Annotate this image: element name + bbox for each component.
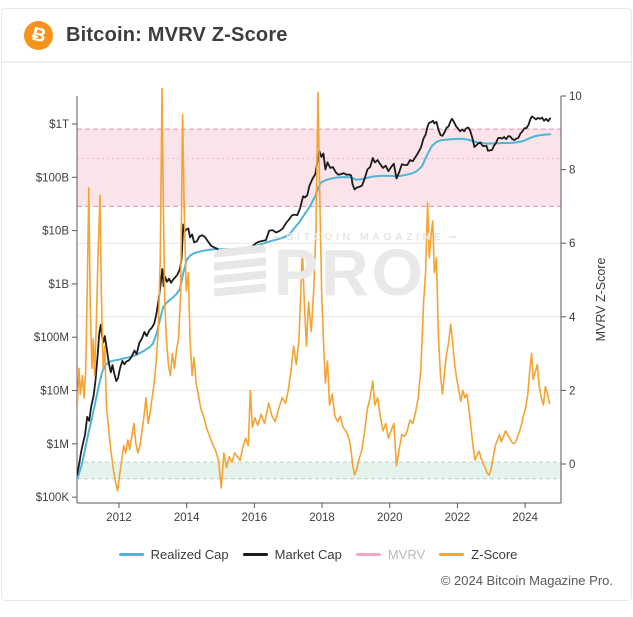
series-market-cap bbox=[77, 115, 552, 476]
y-axis-right-labels: 10 8 6 4 2 0 MVRV Z-Score bbox=[561, 91, 608, 471]
y-axis-right-title: MVRV Z-Score bbox=[594, 258, 608, 342]
legend-item-mvrv[interactable]: MVRV bbox=[355, 547, 426, 562]
legend-item-market-cap[interactable]: Market Cap bbox=[242, 547, 342, 562]
gridlines bbox=[77, 242, 561, 391]
legend-swatch-market-cap bbox=[242, 553, 268, 556]
bitcoin-logo-icon: Ƀ bbox=[24, 20, 53, 50]
chart-header: Ƀ Bitcoin: MVRV Z-Score bbox=[2, 9, 631, 63]
svg-text:0: 0 bbox=[569, 459, 575, 471]
chart-legend: Realized Cap Market Cap MVRV Z-Score bbox=[98, 547, 538, 562]
svg-text:10: 10 bbox=[569, 91, 582, 103]
mvrv-zscore-chart[interactable]: $1T $100B $10B $1B $100M $10M $1M $100K 10 8 6 4 2 0 M… bbox=[2, 63, 632, 538]
chart-area: $1T $100B $10B $1B $100M $10M $1M $100K 10 8 6 4 2 0 M… bbox=[2, 63, 632, 538]
legend-label-market-cap: Market Cap bbox=[274, 547, 342, 562]
y-axis-left-labels: $1T $100B $10B $1B $100M $10M $1M $100K bbox=[34, 119, 77, 504]
svg-text:2014: 2014 bbox=[174, 512, 200, 524]
svg-text:2024: 2024 bbox=[512, 512, 538, 524]
svg-text:$1T: $1T bbox=[49, 119, 69, 131]
series-realized-cap bbox=[77, 133, 552, 481]
series-lines bbox=[77, 87, 552, 492]
svg-text:$10B: $10B bbox=[42, 226, 69, 238]
legend-item-z-score[interactable]: Z-Score bbox=[439, 547, 517, 562]
chart-card: Ƀ Bitcoin: MVRV Z-Score $1T $100B $10B $1B $… bbox=[1, 8, 632, 601]
svg-text:4: 4 bbox=[569, 312, 576, 324]
svg-text:$10M: $10M bbox=[40, 386, 69, 398]
svg-text:$1M: $1M bbox=[47, 439, 69, 451]
legend-item-realized-cap[interactable]: Realized Cap bbox=[118, 547, 229, 562]
svg-text:8: 8 bbox=[569, 165, 575, 177]
legend-swatch-realized-cap bbox=[118, 553, 144, 556]
svg-text:2: 2 bbox=[569, 385, 575, 397]
axes bbox=[76, 96, 562, 504]
svg-text:$1B: $1B bbox=[49, 279, 70, 291]
legend-swatch-z-score bbox=[439, 553, 465, 556]
series-z-score bbox=[77, 87, 551, 492]
svg-text:$100M: $100M bbox=[34, 332, 69, 344]
x-axis-labels: 2012 2014 2016 2018 2020 2022 2024 bbox=[106, 503, 539, 524]
footer-copyright: © 2024 Bitcoin Magazine Pro. bbox=[440, 573, 613, 588]
svg-text:$100K: $100K bbox=[36, 492, 70, 504]
svg-text:2022: 2022 bbox=[445, 512, 471, 524]
svg-text:2020: 2020 bbox=[377, 512, 403, 524]
legend-label-mvrv: MVRV bbox=[387, 547, 426, 562]
bitcoin-glyph: Ƀ bbox=[29, 23, 48, 47]
svg-text:2018: 2018 bbox=[309, 512, 335, 524]
svg-text:2012: 2012 bbox=[106, 512, 132, 524]
svg-text:2016: 2016 bbox=[242, 512, 268, 524]
page-title: Bitcoin: MVRV Z-Score bbox=[66, 23, 288, 46]
svg-text:$100B: $100B bbox=[36, 172, 70, 184]
legend-label-z-score: Z-Score bbox=[471, 547, 518, 562]
legend-swatch-mvrv bbox=[355, 553, 381, 556]
legend-label-realized-cap: Realized Cap bbox=[150, 547, 229, 562]
svg-text:6: 6 bbox=[569, 238, 575, 250]
